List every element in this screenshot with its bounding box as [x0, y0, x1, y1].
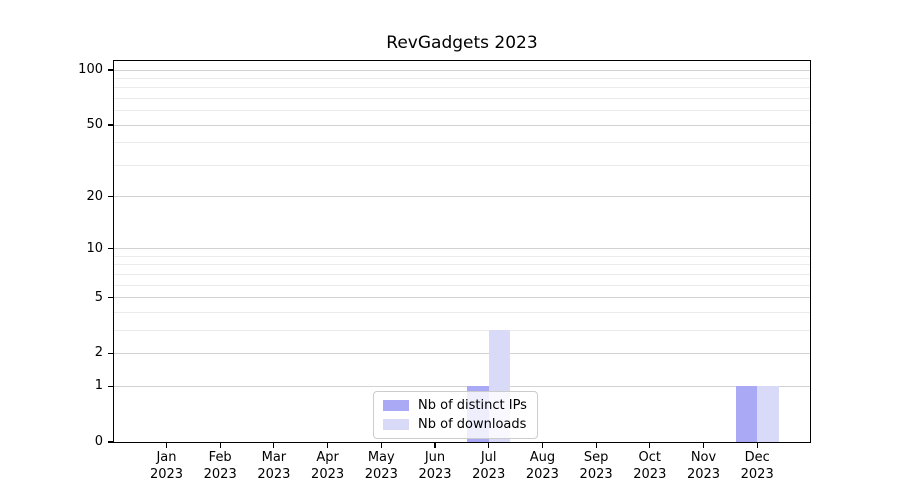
- x-tick-label: Nov 2023: [686, 450, 721, 482]
- legend-swatch-distinct-ips-icon: [383, 400, 409, 411]
- x-tick-label: Mar 2023: [257, 450, 291, 482]
- x-tick-mark: [165, 443, 168, 448]
- x-tick-label: Oct 2023: [633, 450, 667, 482]
- minor-gridline: [113, 311, 811, 313]
- minor-gridline: [113, 142, 811, 144]
- y-tick-mark: [107, 352, 113, 355]
- y-tick-label: 2: [94, 345, 103, 361]
- y-tick-label: 5: [94, 289, 103, 305]
- x-tick-mark: [380, 443, 382, 448]
- x-tick-label: Jan 2023: [149, 450, 184, 482]
- legend-item-distinct-ips: Nb of distinct IPs: [383, 398, 527, 413]
- minor-gridline: [113, 264, 811, 266]
- minor-gridline: [113, 273, 811, 275]
- minor-gridline: [113, 110, 811, 112]
- y-tick-mark: [107, 385, 113, 387]
- x-tick-label: Aug 2023: [525, 450, 559, 482]
- legend-item-downloads: Nb of downloads: [383, 417, 527, 432]
- major-gridline: [113, 196, 811, 198]
- x-tick-label: May 2023: [364, 450, 398, 482]
- y-tick-mark: [107, 69, 113, 71]
- x-tick-label: Jun 2023: [418, 450, 452, 482]
- minor-gridline: [113, 164, 811, 166]
- minor-gridline: [113, 97, 811, 99]
- minor-gridline: [113, 255, 811, 257]
- y-tick-mark: [107, 124, 113, 126]
- plot-area: [113, 60, 811, 443]
- x-tick-mark: [756, 443, 758, 448]
- x-tick-mark: [649, 443, 651, 448]
- major-gridline: [113, 352, 811, 354]
- y-tick-label: 0: [94, 434, 103, 449]
- y-tick-label: 50: [86, 117, 103, 133]
- x-tick-label: Dec 2023: [740, 450, 774, 482]
- y-tick-label: 10: [86, 240, 103, 256]
- x-tick-label: Apr 2023: [311, 450, 345, 482]
- x-tick-mark: [541, 443, 543, 448]
- bar-distinct-ips: [735, 386, 758, 442]
- bar-downloads: [757, 386, 779, 442]
- minor-gridline: [113, 284, 811, 286]
- major-gridline: [113, 69, 811, 71]
- major-gridline: [113, 124, 811, 126]
- x-tick-mark: [327, 443, 329, 448]
- y-tick-label: 1: [94, 378, 103, 394]
- chart-title: RevGadgets 2023: [386, 33, 538, 53]
- x-tick-mark: [434, 443, 436, 448]
- x-tick-label: Jul 2023: [472, 450, 506, 482]
- minor-gridline: [113, 329, 811, 331]
- legend-swatch-downloads-icon: [383, 419, 409, 430]
- x-tick-label: Sep 2023: [579, 450, 613, 482]
- y-tick-mark: [107, 441, 113, 443]
- major-gridline: [113, 297, 811, 299]
- legend-label-distinct-ips: Nb of distinct IPs: [418, 398, 527, 413]
- minor-gridline: [113, 87, 811, 89]
- major-gridline: [113, 385, 811, 387]
- major-gridline: [113, 248, 811, 250]
- legend-label-downloads: Nb of downloads: [418, 417, 527, 432]
- y-tick-label: 100: [78, 62, 103, 77]
- legend: Nb of distinct IPs Nb of downloads: [373, 391, 538, 439]
- x-tick-mark: [219, 443, 221, 448]
- x-tick-label: Feb 2023: [203, 450, 237, 482]
- y-tick-mark: [107, 195, 113, 198]
- x-tick-mark: [702, 443, 705, 448]
- x-tick-mark: [595, 443, 597, 448]
- minor-gridline: [113, 77, 811, 79]
- y-tick-label: 20: [86, 188, 103, 204]
- y-tick-mark: [107, 248, 113, 250]
- x-tick-mark: [273, 443, 275, 448]
- y-tick-mark: [107, 296, 113, 299]
- x-tick-mark: [488, 443, 490, 448]
